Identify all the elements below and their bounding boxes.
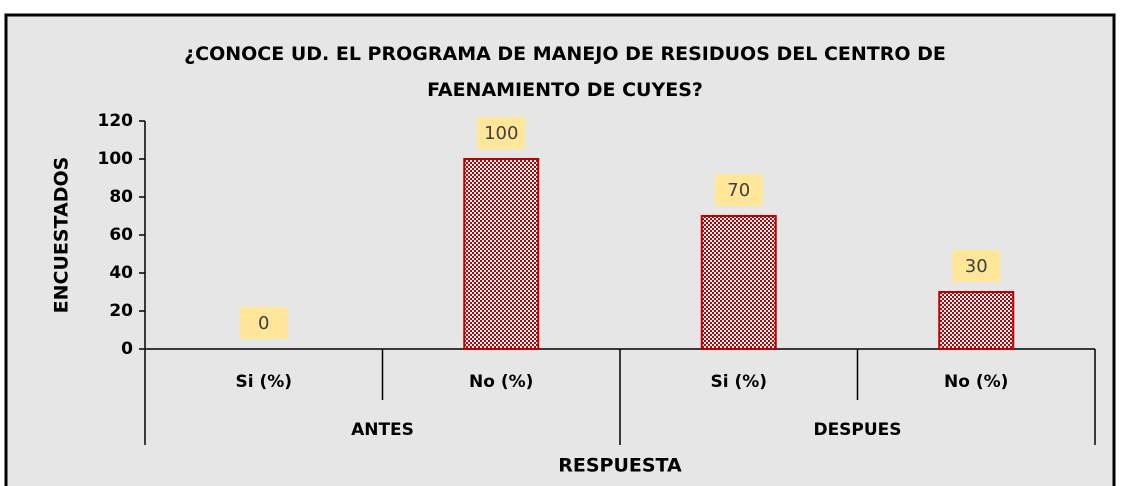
x-tick-label: No (%) — [944, 372, 1008, 392]
y-tick-label: 120 — [98, 111, 134, 131]
bar — [463, 158, 540, 350]
bar — [700, 215, 777, 350]
y-axis-title: ENCUESTADOS — [51, 157, 73, 314]
y-tick-label: 40 — [109, 263, 133, 283]
y-tick-label: 60 — [109, 225, 133, 245]
data-label: 100 — [484, 123, 518, 144]
chart-frame — [4, 13, 1116, 486]
y-tick-label: 20 — [109, 301, 133, 321]
data-label-box — [477, 117, 526, 149]
data-label-box — [239, 307, 288, 339]
y-tick-label: 80 — [109, 187, 133, 207]
group-label: DESPUES — [813, 420, 901, 440]
data-label-box — [952, 250, 1001, 282]
x-tick-label: No (%) — [469, 372, 533, 392]
chart-title: ¿CONOCE UD. EL PROGRAMA DE MANEJO DE RES… — [184, 43, 946, 101]
group-label: ANTES — [351, 420, 414, 440]
data-label: 70 — [727, 180, 750, 201]
x-axis-title: RESPUESTA — [558, 455, 682, 477]
x-tick-label: Si (%) — [710, 372, 767, 392]
x-tick-label: Si (%) — [235, 372, 292, 392]
data-label: 0 — [258, 313, 269, 334]
data-label: 30 — [965, 256, 988, 277]
bar — [938, 291, 1015, 350]
y-tick-label: 100 — [98, 149, 134, 169]
y-tick-label: 0 — [121, 339, 133, 359]
data-label-box — [714, 174, 763, 206]
